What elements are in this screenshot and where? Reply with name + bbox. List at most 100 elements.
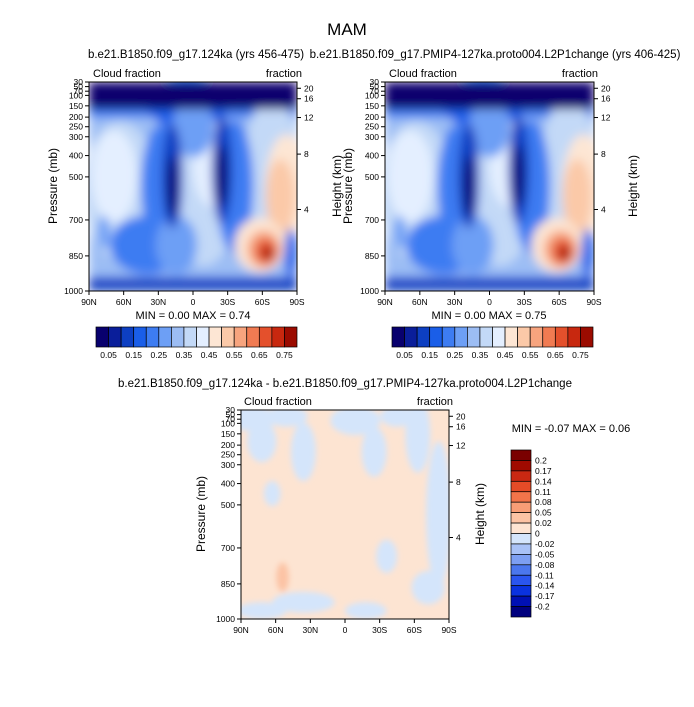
y-tick-label: 250 (221, 450, 235, 460)
panel-right-label: fraction (562, 68, 598, 80)
y2-tick-label: 20 (456, 411, 466, 421)
colorbar-swatch (258, 326, 273, 348)
colorbar-label: 0.05 (100, 350, 117, 360)
colorbar-swatch (284, 326, 298, 348)
y-tick-label: 70 (226, 414, 236, 424)
y2-axis-label: Height (km) (473, 483, 487, 545)
y2-tick-label: 8 (601, 149, 606, 159)
y-tick-label: 70 (370, 86, 380, 96)
field-contour (89, 82, 297, 110)
colorbar-swatch (510, 533, 532, 545)
colorbar-swatch (510, 606, 532, 618)
y-axis-label: Pressure (mb) (341, 148, 355, 224)
colorbar-swatch (510, 491, 532, 503)
colorbar-swatch (133, 326, 147, 348)
colorbar-label: -0.11 (535, 570, 554, 580)
colorbar-swatch (171, 326, 185, 348)
y-tick-label: 100 (69, 90, 83, 100)
field-layers (89, 82, 297, 291)
y-tick-label: 500 (365, 172, 379, 182)
panel-left-label: Cloud fraction (389, 68, 457, 80)
colorbar-label: 0.08 (535, 497, 552, 507)
x-tick-label: 30N (151, 297, 167, 307)
y-tick-label: 50 (74, 82, 84, 92)
field-contour (426, 441, 449, 588)
colorbar-swatch (416, 326, 431, 348)
field-contour (345, 602, 387, 619)
colorbar-swatch (510, 564, 532, 576)
panel-header: b.e21.B1850.f09_g17.124ka (yrs 456-475) (88, 49, 304, 61)
x-tick-label: 90N (81, 297, 97, 307)
colorbar-label: 0.45 (201, 350, 218, 360)
y-tick-label: 400 (69, 151, 83, 161)
field-contour (290, 422, 316, 482)
colorbar-swatch (441, 326, 456, 348)
colorbar-swatch (510, 522, 532, 534)
x-tick-label: 90S (289, 297, 304, 307)
y-tick-label: 100 (221, 418, 235, 428)
field-contour (385, 278, 594, 291)
y2-tick-label: 12 (304, 113, 314, 123)
x-tick-label: 30N (447, 297, 463, 307)
colorbar-swatch (510, 543, 532, 555)
x-tick-label: 30N (303, 625, 319, 635)
panel-test: b.e21.B1850.f09_g17.PMIP4-127ka.proto004… (310, 49, 681, 360)
y-tick-label: 50 (226, 410, 236, 420)
field-contour (405, 410, 431, 473)
x-tick-label: 90S (441, 625, 456, 635)
panel-header: b.e21.B1850.f09_g17.124ka - b.e21.B1850.… (118, 378, 572, 390)
y-tick-label: 850 (69, 251, 83, 261)
colorbar-label: 0.25 (151, 350, 168, 360)
colorbar-label: 0.05 (396, 350, 413, 360)
colorbar-swatch (120, 326, 135, 348)
colorbar-swatch (196, 326, 210, 348)
y-tick-label: 500 (221, 500, 235, 510)
colorbar-swatch (542, 326, 556, 348)
colorbar-swatch (271, 326, 285, 348)
colorbar-label: 0.2 (535, 455, 547, 465)
field-blur-group (89, 82, 297, 291)
colorbar-label: -0.17 (535, 591, 555, 601)
colorbar-label: 0.55 (522, 350, 539, 360)
y2-tick-label: 4 (304, 204, 309, 214)
field-contour (167, 155, 178, 218)
colorbar-label: 0.75 (276, 350, 293, 360)
field-contour (272, 591, 335, 613)
field-contour (463, 155, 474, 218)
colorbar-swatch (510, 501, 532, 513)
colorbar-swatch (510, 574, 532, 587)
field-contour (97, 215, 110, 250)
field-contour (468, 98, 511, 158)
colorbar-label: 0.02 (535, 518, 552, 528)
colorbar-label: 0.45 (497, 350, 514, 360)
y-tick-label: 700 (221, 543, 235, 553)
y-tick-label: 1000 (64, 286, 83, 296)
colorbar-label: -0.02 (535, 539, 555, 549)
colorbar-label: 0.65 (547, 350, 564, 360)
field-contour (276, 562, 289, 592)
colorbar-swatch (479, 326, 493, 348)
y-tick-label: 150 (365, 101, 379, 111)
colorbar-swatch (510, 460, 532, 472)
y-axis-label: Pressure (mb) (194, 476, 208, 552)
colorbar-label: 0.11 (535, 487, 551, 497)
x-tick-label: 30S (372, 625, 387, 635)
colorbar-swatch (510, 512, 532, 524)
colorbar-swatch (492, 326, 506, 348)
heatmap-field (241, 410, 449, 619)
colorbar-swatch (246, 326, 260, 348)
colorbar-swatch (391, 326, 405, 348)
colorbar: 0.05 0.15 0.25 0.35 0.45 0.55 0.65 0.75 (95, 326, 298, 360)
x-tick-label: 30S (517, 297, 532, 307)
panel-case: b.e21.B1850.f09_g17.124ka (yrs 456-475) … (46, 49, 344, 360)
colorbar-swatch (504, 326, 518, 348)
panel-left-label: Cloud fraction (244, 396, 312, 408)
field-contour (361, 426, 387, 477)
x-tick-label: 30S (220, 297, 235, 307)
colorbar-label: 0.25 (447, 350, 464, 360)
colorbar-swatch (580, 326, 594, 348)
field-contour (380, 410, 414, 427)
colorbar-swatch (517, 326, 531, 348)
y-tick-label: 200 (221, 440, 235, 450)
